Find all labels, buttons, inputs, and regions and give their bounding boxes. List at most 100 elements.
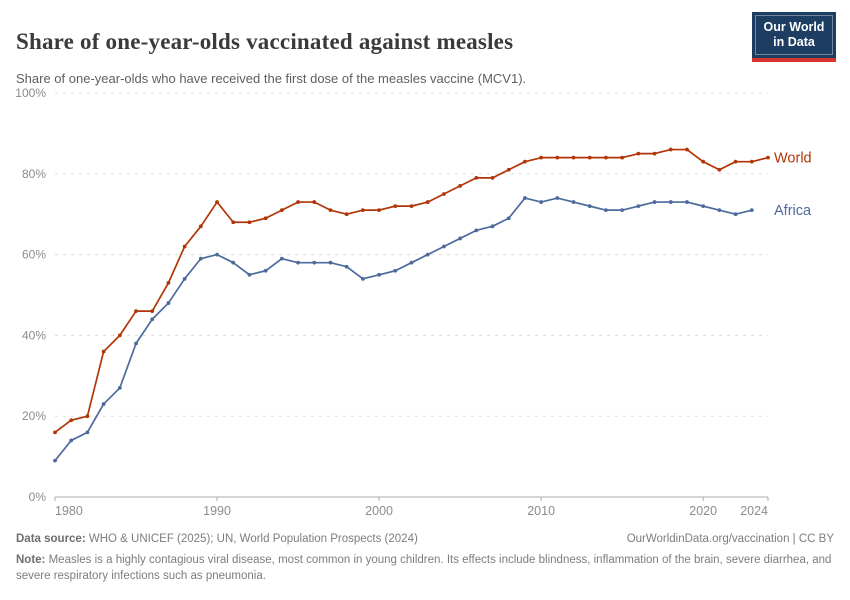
- world-data-point[interactable]: [506, 167, 511, 172]
- africa-data-point[interactable]: [442, 244, 446, 249]
- africa-data-point[interactable]: [279, 256, 284, 261]
- africa-data-point[interactable]: [53, 458, 57, 463]
- africa-data-point[interactable]: [344, 264, 349, 269]
- africa-data-point[interactable]: [604, 208, 608, 213]
- africa-data-point[interactable]: [749, 208, 754, 213]
- africa-data-point[interactable]: [312, 260, 317, 265]
- world-data-point[interactable]: [474, 175, 479, 180]
- africa-data-point[interactable]: [117, 386, 122, 390]
- world-line[interactable]: [54, 148, 769, 434]
- world-data-point[interactable]: [766, 155, 770, 160]
- africa-data-point[interactable]: [733, 212, 738, 217]
- africa-data-point[interactable]: [360, 276, 365, 281]
- world-data-point[interactable]: [620, 155, 625, 160]
- world-data-point[interactable]: [668, 147, 673, 152]
- world-series-label[interactable]: World: [774, 151, 812, 167]
- world-data-point[interactable]: [571, 155, 576, 160]
- africa-data-point[interactable]: [134, 341, 138, 346]
- world-data-point[interactable]: [685, 147, 689, 152]
- africa-data-point[interactable]: [652, 200, 657, 204]
- world-data-point[interactable]: [53, 430, 57, 435]
- africa-data-point[interactable]: [182, 276, 187, 281]
- world-data-point[interactable]: [749, 159, 754, 164]
- world-data-point[interactable]: [701, 159, 706, 164]
- attribution-link[interactable]: OurWorldinData.org/vaccination | CC BY: [626, 533, 834, 545]
- africa-data-point[interactable]: [571, 200, 576, 204]
- africa-data-point[interactable]: [636, 204, 641, 209]
- africa-data-point[interactable]: [523, 196, 527, 200]
- africa-data-point[interactable]: [490, 224, 495, 229]
- world-data-point[interactable]: [231, 220, 236, 225]
- africa-data-point[interactable]: [620, 208, 625, 213]
- africa-data-point[interactable]: [247, 272, 252, 277]
- world-data-point[interactable]: [69, 418, 74, 423]
- africa-data-point[interactable]: [231, 260, 236, 265]
- africa-data-point[interactable]: [263, 268, 268, 273]
- africa-data-point[interactable]: [506, 216, 511, 221]
- africa-data-point[interactable]: [215, 252, 219, 257]
- africa-data-point[interactable]: [85, 430, 90, 435]
- africa-data-point[interactable]: [587, 204, 592, 209]
- world-data-point[interactable]: [636, 151, 641, 156]
- world-data-point[interactable]: [247, 220, 252, 225]
- africa-data-point[interactable]: [474, 228, 479, 233]
- world-data-point[interactable]: [344, 212, 349, 217]
- world-data-point[interactable]: [377, 208, 381, 213]
- world-data-point[interactable]: [215, 200, 219, 204]
- world-data-point[interactable]: [117, 333, 122, 338]
- world-data-point[interactable]: [733, 159, 738, 164]
- owid-logo[interactable]: Our World in Data: [752, 12, 836, 62]
- africa-data-point[interactable]: [150, 317, 155, 322]
- world-data-point[interactable]: [604, 155, 608, 160]
- y-axis-label: 80%: [22, 167, 46, 181]
- world-data-point[interactable]: [296, 200, 300, 204]
- africa-data-point[interactable]: [166, 301, 171, 305]
- world-data-point[interactable]: [312, 200, 317, 204]
- world-data-point[interactable]: [85, 414, 90, 419]
- world-data-point[interactable]: [393, 204, 398, 209]
- africa-data-point[interactable]: [296, 260, 300, 265]
- world-data-point[interactable]: [523, 159, 527, 164]
- world-data-point[interactable]: [539, 155, 544, 160]
- world-data-point[interactable]: [458, 184, 463, 188]
- africa-data-point[interactable]: [685, 200, 689, 204]
- y-axis-label: 40%: [22, 328, 46, 342]
- world-data-point[interactable]: [555, 155, 560, 160]
- africa-data-point[interactable]: [555, 196, 560, 200]
- world-data-point[interactable]: [409, 204, 414, 209]
- world-data-point[interactable]: [360, 208, 365, 213]
- africa-data-point[interactable]: [425, 252, 430, 257]
- africa-line[interactable]: [54, 197, 753, 462]
- world-data-point[interactable]: [134, 309, 138, 314]
- africa-data-point[interactable]: [458, 236, 463, 241]
- world-data-point[interactable]: [263, 216, 268, 221]
- world-data-point[interactable]: [425, 200, 430, 204]
- world-data-point[interactable]: [101, 349, 106, 354]
- world-data-point[interactable]: [490, 175, 495, 180]
- africa-data-point[interactable]: [668, 200, 673, 204]
- africa-series-label[interactable]: Africa: [774, 203, 812, 219]
- world-data-point[interactable]: [150, 309, 155, 314]
- africa-data-point[interactable]: [539, 200, 544, 204]
- africa-data-point[interactable]: [198, 256, 203, 261]
- world-data-point[interactable]: [587, 155, 592, 160]
- africa-data-point[interactable]: [69, 438, 74, 443]
- world-data-point[interactable]: [166, 280, 171, 285]
- africa-data-point[interactable]: [717, 208, 722, 213]
- world-data-point[interactable]: [182, 244, 187, 249]
- africa-data-point[interactable]: [328, 260, 333, 265]
- world-data-point[interactable]: [328, 208, 333, 213]
- world-data-point[interactable]: [652, 151, 657, 156]
- world-data-point[interactable]: [198, 224, 203, 229]
- note-text: Note: Measles is a highly contagious vir…: [16, 554, 832, 582]
- africa-data-point[interactable]: [393, 268, 398, 273]
- world-data-point[interactable]: [717, 167, 722, 172]
- africa-data-point[interactable]: [377, 272, 381, 277]
- world-data-point[interactable]: [442, 192, 446, 196]
- africa-data-point[interactable]: [101, 402, 106, 406]
- africa-data-point[interactable]: [701, 204, 706, 209]
- africa-data-point[interactable]: [409, 260, 414, 265]
- world-data-point[interactable]: [279, 208, 284, 213]
- y-axis-label: 100%: [15, 86, 46, 100]
- owid-logo-text: Our World in Data: [755, 15, 833, 55]
